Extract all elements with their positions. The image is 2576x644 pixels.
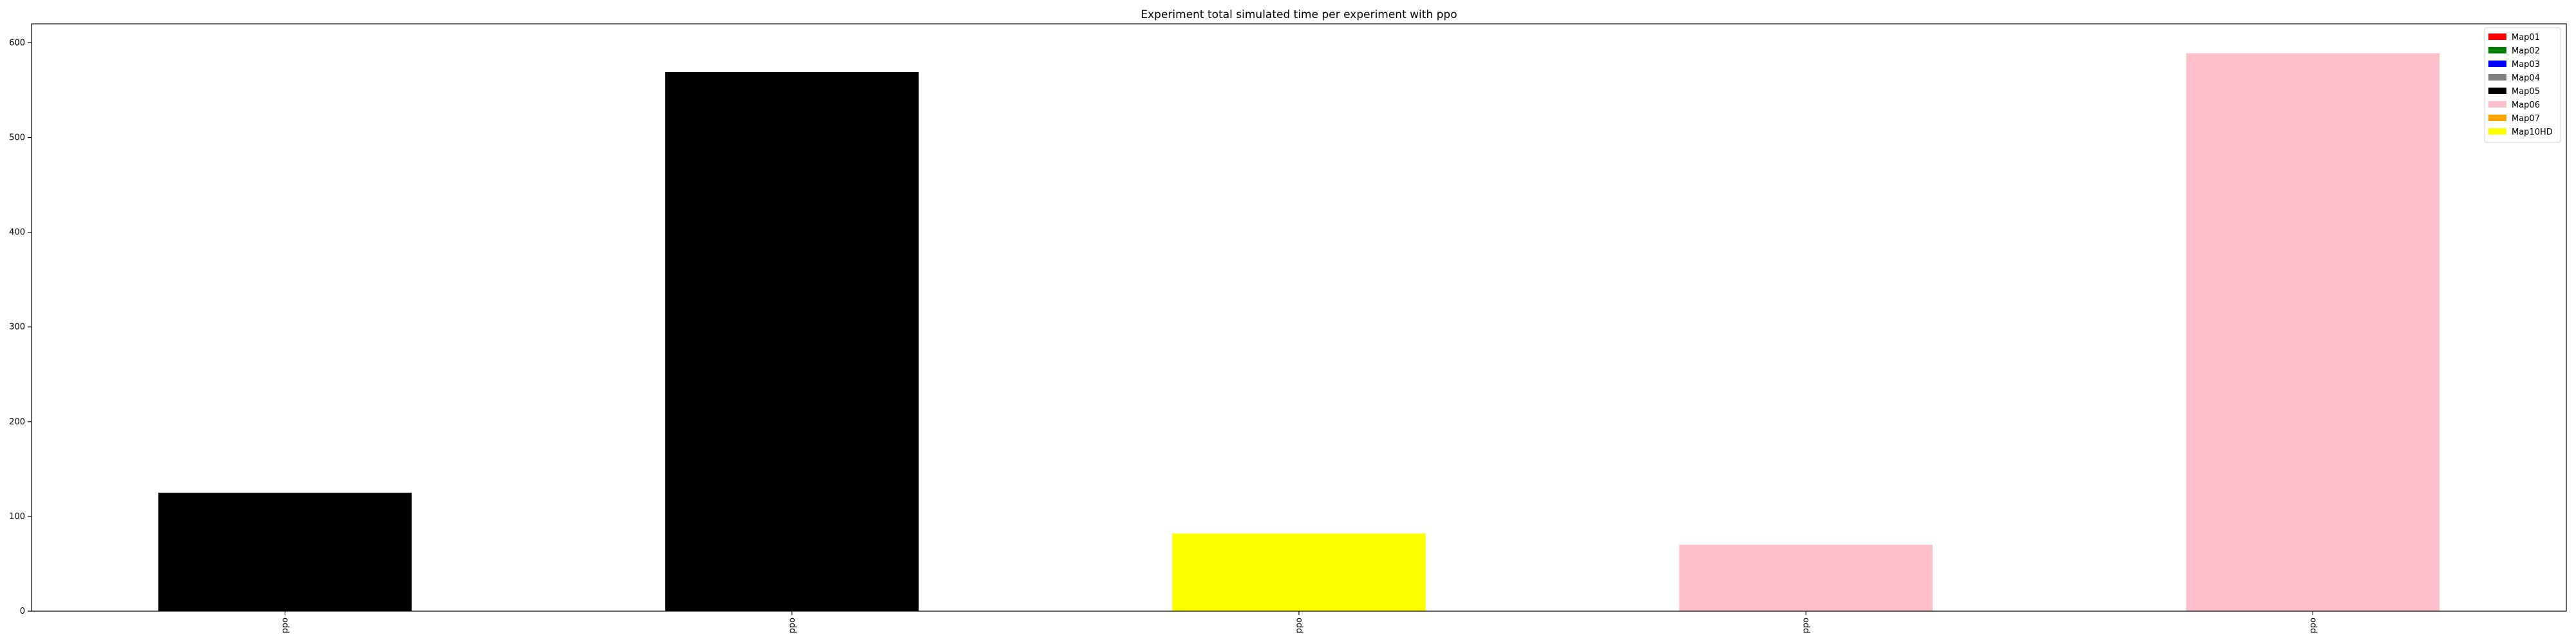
plot-frame xyxy=(31,23,2567,612)
legend-swatch-map06 xyxy=(2488,101,2506,108)
legend: Map01 Map02 Map03 Map04 Map05 Map06 Map07 Map10… xyxy=(2484,27,2561,143)
legend-swatch-map05 xyxy=(2488,88,2506,94)
legend-label-map10hd: Map10HD xyxy=(2512,128,2553,137)
y-tick-label-100: 100 xyxy=(9,512,25,522)
x-tick-label-5: ppo xyxy=(2308,618,2318,634)
legend-label-map01: Map01 xyxy=(2512,33,2540,43)
legend-label-map02: Map02 xyxy=(2512,46,2540,56)
x-tick-label-2: ppo xyxy=(788,618,797,634)
y-tick-label-200: 200 xyxy=(9,417,25,427)
y-tick-label-400: 400 xyxy=(9,228,25,238)
legend-label-map03: Map03 xyxy=(2512,60,2540,70)
bar-3 xyxy=(1172,533,1426,611)
legend-label-map04: Map04 xyxy=(2512,73,2540,83)
bar-5 xyxy=(2186,53,2440,612)
legend-box xyxy=(2484,27,2561,143)
legend-label-map06: Map06 xyxy=(2512,100,2540,110)
x-tick-label-3: ppo xyxy=(1294,618,1304,634)
bar-1 xyxy=(158,493,412,611)
x-axis: ppo ppo ppo ppo ppo xyxy=(281,611,2318,633)
x-tick-label-1: ppo xyxy=(281,618,290,634)
y-tick-label-500: 500 xyxy=(9,133,25,143)
bar-4 xyxy=(1679,545,1933,611)
y-tick-label-0: 0 xyxy=(20,607,25,616)
chart-title: Experiment total simulated time per expe… xyxy=(1141,8,1457,21)
legend-swatch-map02 xyxy=(2488,47,2506,53)
legend-swatch-map03 xyxy=(2488,61,2506,67)
legend-label-map05: Map05 xyxy=(2512,87,2540,97)
y-axis: 0 100 200 300 400 500 600 xyxy=(9,38,32,616)
legend-label-map07: Map07 xyxy=(2512,114,2540,124)
x-tick-label-4: ppo xyxy=(1801,618,1811,634)
legend-swatch-map04 xyxy=(2488,74,2506,80)
legend-swatch-map10hd xyxy=(2488,128,2506,135)
y-tick-label-300: 300 xyxy=(9,323,25,332)
legend-swatch-map07 xyxy=(2488,115,2506,121)
y-tick-label-600: 600 xyxy=(9,38,25,48)
legend-swatch-map01 xyxy=(2488,33,2506,40)
bars-group xyxy=(158,53,2440,612)
bar-2 xyxy=(665,72,919,612)
